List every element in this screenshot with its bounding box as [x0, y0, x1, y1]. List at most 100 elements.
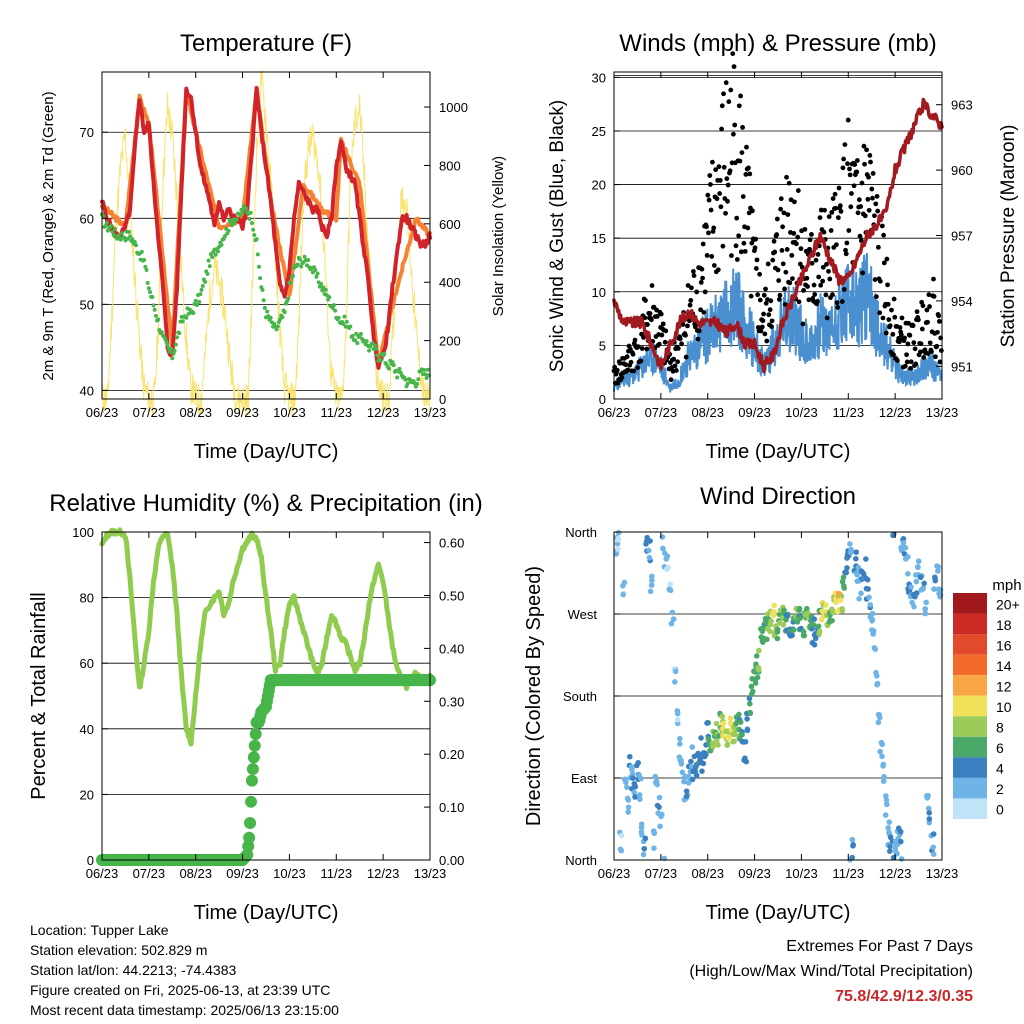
gust-point [877, 278, 883, 284]
gust-point [730, 51, 736, 57]
gust-point [873, 201, 879, 207]
x-tick-label: 12/23 [367, 405, 400, 420]
y-tick-label: East [571, 771, 597, 786]
gust-point [728, 87, 734, 93]
gust-point [855, 210, 861, 216]
wind-direction-point [713, 720, 720, 727]
gust-point [648, 317, 654, 323]
dewpoint-point [306, 258, 311, 263]
wind-direction-point [683, 793, 690, 800]
dewpoint-point [249, 221, 254, 226]
x-tick-label: 07/23 [133, 405, 166, 420]
dewpoint-point [130, 237, 135, 242]
wind-direction-point [653, 778, 660, 784]
x-tick-label: 12/23 [879, 866, 912, 881]
y-tick-label: 0 [87, 853, 94, 868]
wind-direction-point [902, 544, 909, 551]
wind-direction-point [932, 577, 939, 584]
precip-point [244, 816, 257, 829]
wind-direction-point [867, 602, 874, 608]
y-tick-label: South [563, 689, 597, 704]
gust-point [872, 213, 877, 219]
dewpoint-point [282, 310, 287, 315]
wind-direction-point [869, 618, 875, 624]
gust-point [921, 355, 927, 360]
dewpoint-point [146, 286, 151, 291]
y2-tick-label: 1000 [439, 100, 468, 115]
gust-point [780, 261, 786, 267]
gust-point [820, 264, 826, 270]
gust-point [806, 297, 812, 303]
gust-point [680, 322, 686, 327]
wind-direction-point [715, 742, 721, 748]
x-tick-label: 09/23 [226, 405, 259, 420]
wind-direction-point [724, 742, 730, 748]
wind-direction-point [935, 568, 941, 574]
wind-direction-point [913, 578, 920, 585]
gust-point [723, 80, 729, 86]
gust-point [770, 257, 776, 263]
gust-point [832, 191, 838, 197]
speed-colorbar: mph 20+ 18 16 14 12 10 8 6 4 2 0 [953, 577, 1022, 819]
gust-point [842, 142, 848, 147]
x-tick-label: 10/23 [785, 866, 818, 881]
wind-direction-point [877, 748, 883, 755]
wind-direction-point [911, 603, 917, 610]
dewpoint-point [153, 313, 158, 318]
gust-point [786, 180, 792, 186]
gust-point [738, 249, 744, 255]
dewpoint-point [276, 320, 281, 325]
wind-direction-point [875, 719, 882, 726]
gust-point [625, 367, 631, 373]
dewpoint-point [151, 303, 156, 308]
gust-point [675, 346, 681, 351]
wind-direction-point [692, 768, 699, 775]
gust-point [880, 315, 886, 321]
gust-point [705, 192, 711, 198]
dewpoint-point [397, 366, 402, 371]
extremes-subtitle: (High/Low/Max Wind/Total Precipitation) [689, 963, 973, 980]
gust-point [689, 285, 694, 291]
wind-direction-point [629, 766, 635, 773]
dewpoint-point [315, 271, 320, 276]
precip-point [245, 795, 258, 808]
wind-direction-point [624, 784, 630, 790]
gust-point [858, 204, 864, 209]
gust-point [766, 312, 772, 318]
dewpoint-point [416, 377, 421, 382]
gust-point [691, 273, 697, 279]
gust-point [765, 261, 771, 267]
gust-point [772, 249, 778, 255]
wind-direction-point [632, 794, 638, 800]
gust-point [698, 307, 703, 313]
wind-direction-point [753, 653, 760, 659]
gust-point [716, 164, 722, 170]
gust-point [834, 300, 840, 306]
gust-point [920, 303, 926, 309]
precip-point [247, 751, 260, 764]
y-tick-label: 50 [80, 297, 94, 312]
dewpoint-point [425, 367, 430, 372]
dewpoint-point [280, 315, 285, 320]
gust-point [729, 253, 734, 258]
wind-direction-point [789, 632, 795, 639]
humidity-title: Relative Humidity (%) & Precipitation (i… [49, 490, 482, 517]
gust-point [891, 296, 897, 302]
gust-point [936, 313, 942, 319]
gust-point [908, 365, 913, 371]
gust-point [885, 282, 890, 288]
dewpoint-point [213, 252, 218, 257]
dewpoint-point [244, 206, 249, 211]
gust-point [800, 321, 806, 327]
wind-direction-point [919, 586, 925, 593]
wind-direction-point [727, 720, 734, 727]
wind-direction-point [755, 667, 762, 673]
gust-point [628, 359, 634, 365]
figure-created: Figure created on Fri, 2025-06-13, at 23… [30, 982, 331, 998]
wind-direction-point [880, 778, 887, 784]
gust-point [785, 212, 791, 217]
dewpoint-point [348, 324, 353, 329]
gust-point [859, 180, 865, 186]
gust-point [851, 183, 857, 189]
wind-direction-point [887, 848, 893, 854]
